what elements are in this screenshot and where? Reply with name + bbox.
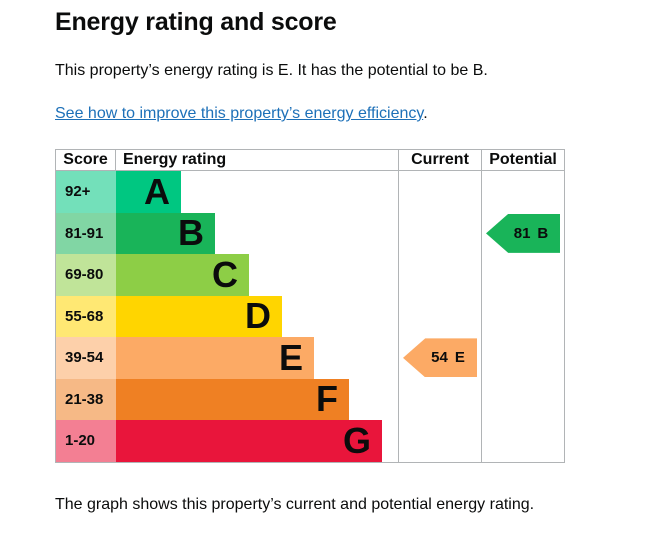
improve-efficiency-link[interactable]: See how to improve this property’s energ… (55, 104, 424, 122)
current-rating-letter: E (454, 349, 465, 367)
current-cell (399, 171, 482, 213)
rating-letter: A (144, 170, 170, 212)
current-rating-value: 54 (431, 349, 448, 367)
score-range-label: 1-20 (65, 432, 96, 450)
rating-letter: E (278, 336, 303, 378)
rating-letter: C (212, 253, 238, 295)
energy-rating-section: Energy rating and score This property’s … (55, 8, 616, 513)
rating-bar-cell: F (116, 378, 399, 421)
current-cell (399, 420, 482, 462)
rating-letter: F (316, 378, 338, 420)
header-current: Current (399, 150, 482, 172)
potential-cell (482, 337, 564, 379)
current-cell: 54 E (399, 337, 482, 379)
rating-bar: D (116, 295, 282, 338)
header-potential: Potential (482, 150, 564, 172)
score-range-label: 55-68 (65, 307, 104, 325)
header-energy-rating: Energy rating (116, 150, 399, 172)
rating-bar-cell: C (116, 254, 399, 296)
rating-letter: D (245, 295, 271, 337)
score-range-label: 69-80 (65, 266, 104, 284)
score-cell: 39-54 (56, 337, 116, 379)
header-score: Score (56, 150, 116, 172)
score-range-label: 81-91 (65, 224, 104, 242)
page-title: Energy rating and score (55, 8, 337, 36)
current-cell (399, 378, 482, 421)
current-cell (399, 254, 482, 296)
potential-cell (482, 254, 564, 296)
score-cell: 55-68 (56, 295, 116, 338)
score-cell: 69-80 (56, 254, 116, 296)
rating-bar-cell: D (116, 295, 399, 338)
rating-bar: F (116, 378, 349, 421)
link-suffix: . (423, 104, 428, 122)
rating-letter: G (342, 419, 371, 461)
potential-rating-arrow: 81 B (486, 213, 560, 253)
rating-bar-cell: E (116, 337, 399, 379)
rating-bar: A (116, 171, 181, 213)
rating-bar: G (116, 420, 382, 462)
improve-link-paragraph: See how to improve this property’s energ… (55, 104, 616, 123)
score-cell: 1-20 (56, 420, 116, 462)
score-range-label: 21-38 (65, 390, 104, 408)
score-range-label: 92+ (65, 183, 91, 201)
rating-letter: B (178, 212, 204, 254)
potential-cell (482, 171, 564, 213)
potential-cell (482, 420, 564, 462)
score-range-label: 39-54 (65, 349, 104, 367)
score-cell: 81-91 (56, 212, 116, 255)
current-cell (399, 295, 482, 338)
score-cell: 21-38 (56, 378, 116, 421)
score-cell: 92+ (56, 171, 116, 213)
potential-rating-value: 81 (513, 224, 531, 242)
potential-cell: 81 B (482, 213, 564, 255)
rating-bar: B (116, 212, 215, 255)
rating-bar: E (116, 337, 314, 379)
potential-rating-letter: B (537, 224, 549, 242)
potential-cell (482, 379, 564, 421)
potential-cell (482, 296, 564, 338)
energy-rating-chart: Score Energy rating Current Potential 92… (55, 149, 565, 463)
current-cell (399, 212, 482, 255)
summary-text: This property’s energy rating is E. It h… (55, 61, 488, 79)
rating-bar-cell: B (116, 212, 399, 255)
rating-bar-cell: A (116, 171, 399, 213)
chart-caption: The graph shows this property’s current … (55, 495, 535, 513)
rating-bar: C (116, 254, 249, 296)
current-rating-arrow: 54 E (403, 338, 477, 378)
rating-bar-cell: G (116, 420, 399, 462)
